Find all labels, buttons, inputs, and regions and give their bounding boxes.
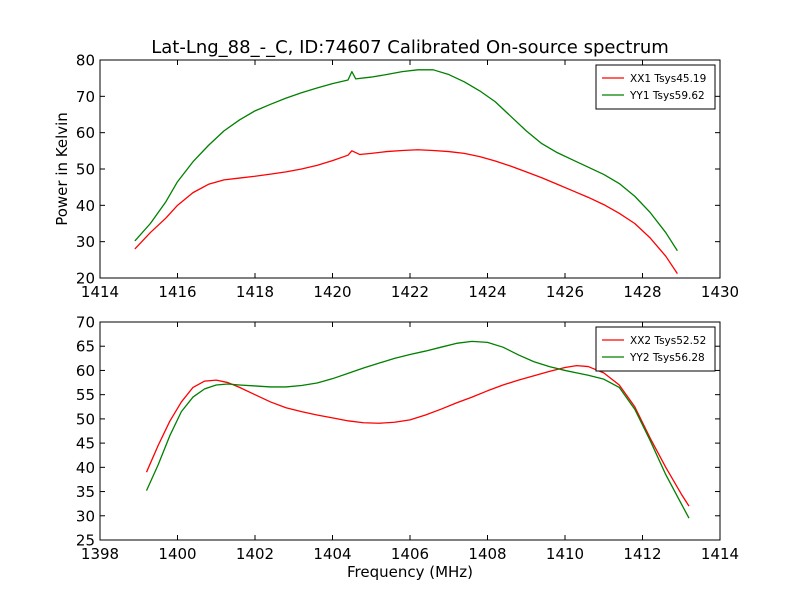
- top-x-tick-label: 1430: [701, 283, 739, 301]
- top-x-tick-label: 1416: [158, 283, 196, 301]
- bottom-legend-label-1: XX2 Tsys52.52: [630, 335, 706, 347]
- top-y-axis-label: Power in Kelvin: [53, 112, 71, 226]
- bottom-x-tick-label: 1400: [158, 545, 196, 563]
- bottom-plot-panel: 1398 1400 1402 1404 1406 1408 1410 1412 1414 25 30…: [76, 314, 739, 582]
- bottom-x-tick-label: 1404: [313, 545, 351, 563]
- bottom-y-tick-label: 60: [76, 362, 95, 380]
- top-series-line-2: [134, 69, 678, 252]
- top-legend: XX1 Tsys45.19 YY1 Tsys59.62: [595, 64, 716, 110]
- top-plot-panel: 1414 1416 1418 1420 1422 1424 1426 1428 1430 20 30…: [53, 52, 739, 302]
- top-series-line-1: [134, 149, 678, 275]
- top-x-tick-label: 1422: [391, 283, 429, 301]
- bottom-y-tick-label: 65: [76, 338, 95, 356]
- bottom-y-tick-label: 55: [76, 386, 95, 404]
- top-x-tick-label: 1426: [546, 283, 584, 301]
- bottom-series-line-2: [145, 340, 690, 519]
- top-x-tick-label: 1418: [236, 283, 274, 301]
- bottom-x-tick-label: 1410: [546, 545, 584, 563]
- top-y-tick-label: 30: [76, 233, 95, 251]
- bottom-y-tick-label: 50: [76, 410, 95, 428]
- chart-title: Lat-Lng_88_-_C, ID:74607 Calibrated On-s…: [151, 37, 669, 58]
- bottom-x-tick-label: 1406: [391, 545, 429, 563]
- top-x-tick-label: 1424: [468, 283, 506, 301]
- bottom-x-tick-label: 1402: [236, 545, 274, 563]
- top-x-tick-label: 1428: [623, 283, 661, 301]
- top-y-tick-label: 20: [76, 270, 95, 288]
- bottom-x-tick-label: 1408: [468, 545, 506, 563]
- bottom-y-tick-label: 45: [76, 435, 95, 453]
- bottom-x-tick-label: 1398: [81, 545, 119, 563]
- top-y-tick-label: 80: [76, 52, 95, 70]
- top-y-tick-label: 60: [76, 124, 95, 142]
- bottom-legend: XX2 Tsys52.52 YY2 Tsys56.28: [595, 326, 716, 372]
- bottom-y-tick-label: 70: [76, 314, 95, 332]
- top-y-tick-label: 40: [76, 197, 95, 215]
- bottom-y-tick-label: 30: [76, 507, 95, 525]
- bottom-legend-label-2: YY2 Tsys56.28: [629, 352, 705, 364]
- bottom-y-tick-label: 40: [76, 459, 95, 477]
- bottom-legend-box: [595, 326, 716, 372]
- top-legend-box: [595, 64, 716, 110]
- top-y-tick-label: 70: [76, 88, 95, 106]
- bottom-y-tick-label: 35: [76, 483, 95, 501]
- bottom-series-line-1: [145, 364, 690, 507]
- bottom-x-tick-label: 1412: [623, 545, 661, 563]
- bottom-x-tick-label: 1414: [701, 545, 739, 563]
- top-x-tick-label: 1414: [81, 283, 119, 301]
- bottom-y-tick-label: 25: [76, 532, 95, 550]
- top-x-tick-label: 1420: [313, 283, 351, 301]
- top-legend-label-1: XX1 Tsys45.19: [630, 73, 706, 85]
- top-legend-label-2: YY1 Tsys59.62: [629, 90, 705, 102]
- top-y-tick-label: 50: [76, 161, 95, 179]
- bottom-x-axis-label: Frequency (MHz): [347, 563, 473, 581]
